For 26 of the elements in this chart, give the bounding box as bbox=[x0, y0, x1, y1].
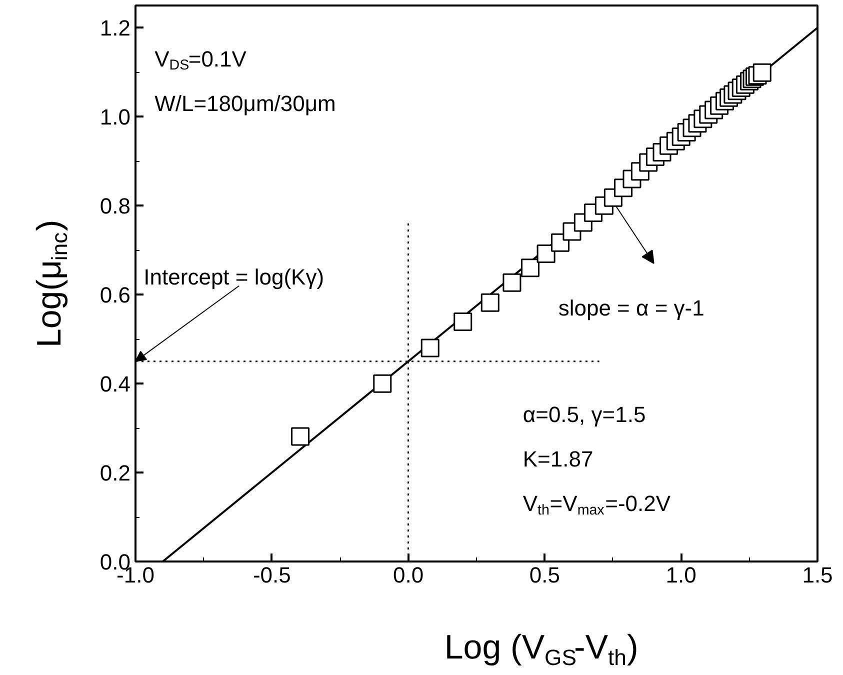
y-tick-label: 0.2 bbox=[100, 460, 131, 486]
point bbox=[291, 427, 310, 446]
point bbox=[502, 273, 522, 292]
x-tick-label: 0.0 bbox=[393, 562, 424, 588]
point bbox=[454, 312, 472, 332]
annotation: slope = α = γ-1 bbox=[558, 295, 704, 320]
annotation: K=1.87 bbox=[522, 446, 594, 472]
point bbox=[536, 244, 556, 263]
y-tick-label: 0.6 bbox=[100, 282, 131, 308]
x-tick-label: 1.5 bbox=[802, 562, 833, 588]
x-tick-label: 1.0 bbox=[666, 562, 696, 588]
x-tick-label: -0.5 bbox=[252, 562, 291, 588]
annotation: W/L=180μm/30μm bbox=[154, 90, 336, 116]
annotation: α=0.5, γ=1.5 bbox=[522, 402, 646, 428]
y-tick-label: 1.2 bbox=[100, 16, 131, 41]
x-tick-label: 0.5 bbox=[529, 562, 560, 588]
y-tick-label: 0.4 bbox=[100, 372, 131, 397]
y-tick-label: 1.0 bbox=[100, 104, 131, 130]
point bbox=[520, 258, 540, 278]
annotation: Intercept = log(Kγ) bbox=[144, 264, 324, 290]
point bbox=[752, 63, 772, 82]
y-axis-title: Log(μinc) bbox=[30, 220, 72, 348]
y-tick-label: 0.8 bbox=[100, 194, 131, 219]
point bbox=[420, 338, 440, 358]
point bbox=[373, 374, 392, 393]
point bbox=[480, 293, 500, 312]
